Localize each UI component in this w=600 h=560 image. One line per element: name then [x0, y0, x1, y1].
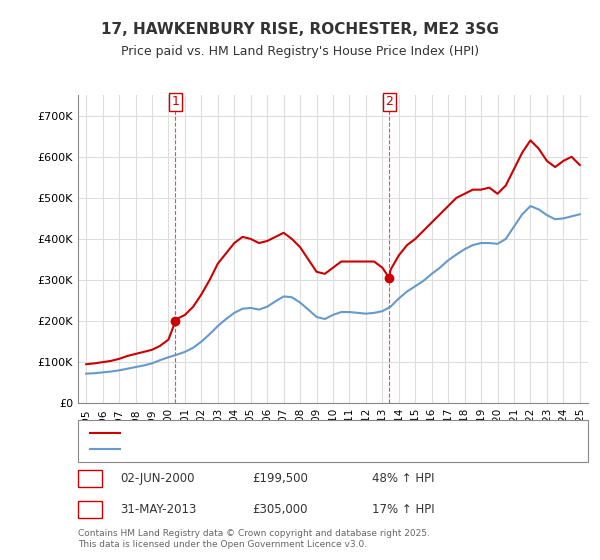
Text: £199,500: £199,500: [252, 472, 308, 486]
Text: 1: 1: [172, 95, 179, 108]
Text: 48% ↑ HPI: 48% ↑ HPI: [372, 472, 434, 486]
Text: £305,000: £305,000: [252, 503, 308, 516]
Text: Price paid vs. HM Land Registry's House Price Index (HPI): Price paid vs. HM Land Registry's House …: [121, 45, 479, 58]
Text: HPI: Average price, detached house, Medway: HPI: Average price, detached house, Medw…: [126, 445, 362, 454]
Text: 02-JUN-2000: 02-JUN-2000: [120, 472, 194, 486]
Text: 17, HAWKENBURY RISE, ROCHESTER, ME2 3SG (detached house): 17, HAWKENBURY RISE, ROCHESTER, ME2 3SG …: [126, 428, 464, 437]
Text: 17, HAWKENBURY RISE, ROCHESTER, ME2 3SG: 17, HAWKENBURY RISE, ROCHESTER, ME2 3SG: [101, 22, 499, 38]
Text: 2: 2: [385, 95, 393, 108]
Text: 1: 1: [86, 472, 94, 486]
Text: Contains HM Land Registry data © Crown copyright and database right 2025.
This d: Contains HM Land Registry data © Crown c…: [78, 529, 430, 549]
Text: 31-MAY-2013: 31-MAY-2013: [120, 503, 196, 516]
Text: 2: 2: [86, 503, 94, 516]
Text: 17% ↑ HPI: 17% ↑ HPI: [372, 503, 434, 516]
